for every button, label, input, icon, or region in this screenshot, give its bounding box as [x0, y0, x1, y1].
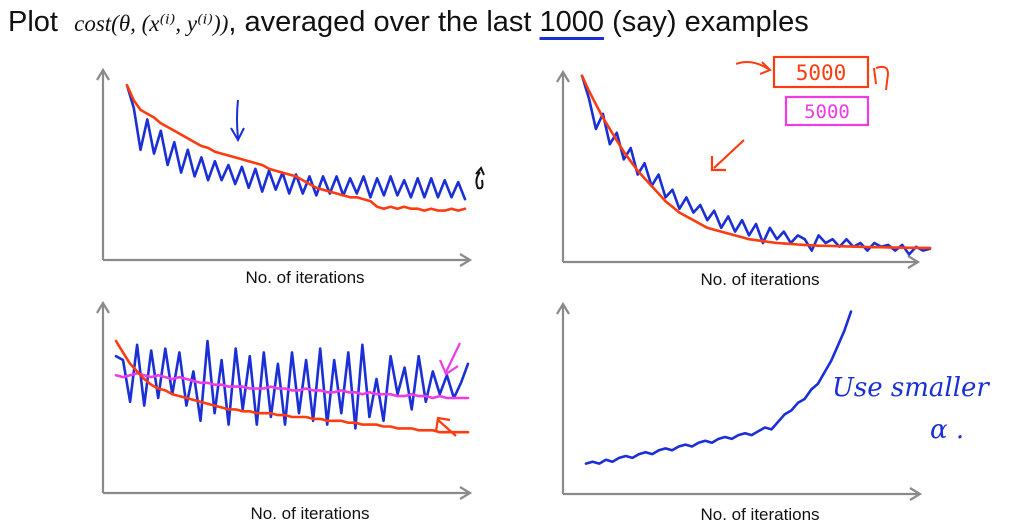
series-line-red [580, 74, 932, 250]
slide-title: Plot cost(θ, (x⁽ⁱ⁾, y⁽ⁱ⁾)), averaged ove… [8, 6, 809, 39]
series-line-blue [114, 339, 470, 430]
series-line-red [114, 339, 470, 434]
series-line-blue [125, 83, 467, 201]
series-line-blue [580, 74, 932, 256]
x-axis-label: No. of iterations [700, 505, 819, 523]
title-prefix: Plot [8, 6, 58, 38]
annotation-red-arrow-top-right [710, 139, 745, 172]
annotation-magenta-box: 5000 [784, 95, 870, 127]
chart-bottom-left: No. of iterations [96, 300, 473, 523]
annotation-magenta-arrow [438, 342, 461, 376]
y-axis-arrow [556, 69, 570, 83]
annotation-curl-symbol [475, 166, 485, 190]
x-axis-arrow [459, 486, 473, 500]
annotation-red-arrow-bottom-left [434, 416, 457, 437]
x-axis-label: No. of iterations [245, 268, 364, 287]
title-number: 1000 [539, 6, 605, 38]
chart-top-right: No. of iterations [556, 69, 932, 289]
x-axis-label: No. of iterations [250, 504, 369, 523]
title-middle: , averaged over the last [228, 6, 532, 38]
annotation-red-box: 5000 [735, 55, 890, 91]
title-suffix: (say) examples [604, 6, 809, 38]
annotation-blue-arrow [230, 99, 245, 143]
y-axis-arrow [96, 300, 110, 314]
chart-top-left: No. of iterations [96, 67, 473, 287]
x-axis-label: No. of iterations [700, 270, 819, 289]
title-formula: cost(θ, (x⁽ⁱ⁾, y⁽ⁱ⁾)) [74, 11, 229, 36]
chart-bottom-right: No. of iterations [556, 301, 923, 523]
annotation-alpha: α . [930, 415, 964, 445]
annotation-use-smaller: Use smaller [832, 373, 990, 403]
series-line-magenta [114, 371, 470, 400]
x-axis-arrow [909, 487, 923, 501]
y-axis-arrow [556, 301, 570, 315]
y-axis-arrow [96, 67, 110, 81]
x-axis-arrow [459, 253, 473, 267]
x-axis-arrow [907, 255, 921, 269]
box-red-label: 5000 [796, 61, 847, 85]
series-line-blue [584, 310, 853, 465]
box-magenta-label: 5000 [804, 101, 850, 123]
series-line-red [125, 83, 467, 212]
